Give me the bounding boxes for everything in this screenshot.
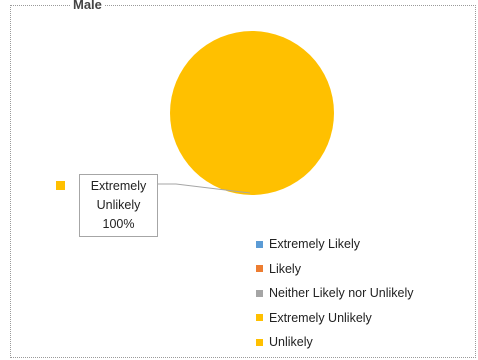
legend-label-extremely-unlikely: Extremely Unlikely — [269, 310, 372, 325]
legend-label-extremely-likely: Extremely Likely — [269, 237, 360, 252]
data-label-swatch — [56, 181, 65, 190]
legend-item-unlikely: Unlikely — [256, 330, 414, 355]
legend-label-neither-likely-nor-unlikely: Neither Likely nor Unlikely — [269, 286, 414, 301]
legend-label-likely: Likely — [269, 261, 301, 276]
chart-legend: Extremely Likely Likely Neither Likely nor… — [256, 232, 414, 355]
legend-item-likely: Likely — [256, 257, 414, 282]
data-label-category-line1: Extremely — [90, 179, 147, 193]
data-label-callout: Extremely Unlikely 100% — [79, 174, 158, 237]
legend-item-extremely-unlikely: Extremely Unlikely — [256, 306, 414, 331]
chart-frame: Male — [10, 0, 476, 358]
legend-item-neither-likely-nor-unlikely: Neither Likely nor Unlikely — [256, 281, 414, 306]
legend-swatch-likely — [256, 265, 263, 273]
legend-item-extremely-likely: Extremely Likely — [256, 232, 414, 257]
legend-swatch-neither-likely-nor-unlikely — [256, 289, 263, 297]
pie-slice-extremely-unlikely — [170, 31, 334, 195]
chart-title: Male — [71, 0, 104, 12]
legend-swatch-extremely-likely — [256, 240, 263, 248]
legend-swatch-extremely-unlikely — [256, 314, 263, 322]
data-label-category-line2: Unlikely — [96, 198, 141, 212]
data-label-leader-line — [158, 183, 251, 194]
data-label-percent: 100% — [102, 217, 135, 231]
legend-label-unlikely: Unlikely — [269, 335, 313, 350]
legend-swatch-unlikely — [256, 338, 263, 346]
